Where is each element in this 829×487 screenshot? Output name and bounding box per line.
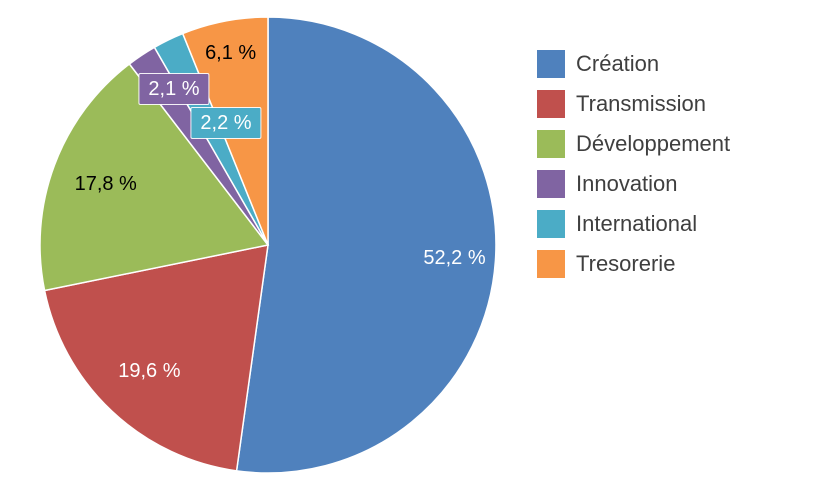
legend: Création Transmission Développement Inno… [537,44,730,284]
pie-slice-creation [235,16,497,474]
legend-item-transmission: Transmission [537,84,730,124]
legend-swatch-international [537,210,565,238]
pie-slice-transmission [43,244,269,472]
pie-slice-developpement [39,62,270,292]
legend-item-developpement: Développement [537,124,730,164]
legend-swatch-tresorerie [537,250,565,278]
legend-label-transmission: Transmission [576,91,706,116]
legend-item-tresorerie: Tresorerie [537,244,730,284]
legend-swatch-creation [537,50,565,78]
legend-label-creation: Création [576,51,660,76]
legend-label-developpement: Développement [576,131,731,156]
legend-item-international: International [537,204,730,244]
legend-label-international: International [576,211,698,236]
legend-label-innovation: Innovation [576,171,678,196]
legend-item-creation: Création [537,44,730,84]
legend-swatch-transmission [537,90,565,118]
legend-swatch-innovation [537,170,565,198]
legend-label-tresorerie: Tresorerie [576,251,676,276]
legend-swatch-developpement [537,130,565,158]
legend-item-innovation: Innovation [537,164,730,204]
